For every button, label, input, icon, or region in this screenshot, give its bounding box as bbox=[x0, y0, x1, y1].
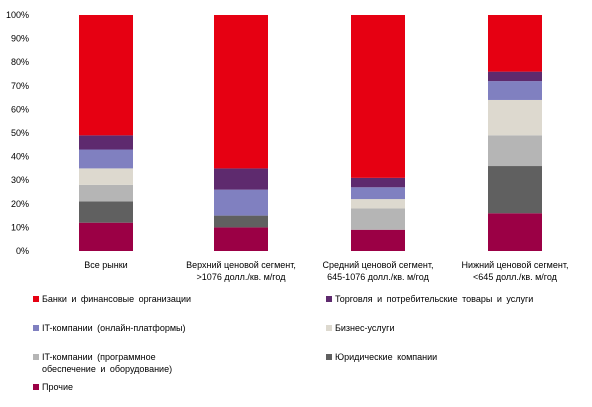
bar-segment bbox=[488, 15, 542, 72]
legend-label: IT-компании (онлайн-платформы) bbox=[42, 323, 186, 333]
legend-label: Бизнес-услуги bbox=[335, 323, 395, 333]
legend-item: Торговля и потребительские товары и услу… bbox=[326, 293, 533, 305]
x-category-label: Все рынки bbox=[84, 260, 127, 270]
bar-segment bbox=[351, 199, 405, 209]
legend-swatch bbox=[33, 384, 39, 390]
bar-segment bbox=[79, 184, 133, 202]
bar-segment bbox=[79, 222, 133, 251]
legend-item: IT-компании (программное обеспечение и о… bbox=[33, 351, 172, 375]
x-category-label: Нижний ценовой сегмент, <645 долл./кв. м/… bbox=[462, 260, 569, 282]
legend-swatch bbox=[33, 354, 39, 360]
legend-swatch bbox=[33, 325, 39, 331]
y-tick-label: 40% bbox=[11, 152, 29, 162]
bar-segment bbox=[79, 15, 133, 136]
bar-segment bbox=[351, 187, 405, 200]
legend-label: Юридические компании bbox=[335, 352, 438, 362]
legend-label: Прочие bbox=[42, 382, 74, 392]
legend-item: Прочие bbox=[33, 381, 73, 393]
y-tick-label: 20% bbox=[11, 199, 29, 209]
bar-segment bbox=[214, 189, 268, 216]
legend-swatch bbox=[326, 325, 332, 331]
bar-segment bbox=[351, 15, 405, 178]
y-tick-label: 70% bbox=[11, 81, 29, 91]
bar-segment bbox=[79, 135, 133, 150]
y-tick-label: 60% bbox=[11, 104, 29, 114]
y-tick-label: 90% bbox=[11, 34, 29, 44]
bar-segment bbox=[488, 99, 542, 136]
bar-segment bbox=[79, 168, 133, 185]
legend-swatch bbox=[326, 296, 332, 302]
legend-label: Торговля и потребительские товары и услу… bbox=[335, 294, 534, 304]
legend-item: Банки и финансовые организации bbox=[33, 293, 191, 305]
y-tick-label: 80% bbox=[11, 57, 29, 67]
bar-segment bbox=[79, 149, 133, 169]
legend-swatch bbox=[326, 354, 332, 360]
bar-segment bbox=[488, 166, 542, 214]
bar-segment bbox=[488, 135, 542, 167]
bar-segment bbox=[214, 227, 268, 251]
bar-segment bbox=[488, 71, 542, 82]
y-tick-label: 0% bbox=[16, 246, 29, 256]
bar-segment bbox=[488, 213, 542, 251]
x-category-label: Средний ценовой сегмент, 645-1076 долл./к… bbox=[323, 260, 434, 282]
bar-segment bbox=[214, 168, 268, 190]
bar-segment bbox=[488, 81, 542, 100]
legend-label: IT-компании (программное обеспечение и о… bbox=[42, 352, 173, 374]
bar-segment bbox=[214, 15, 268, 169]
y-tick-label: 30% bbox=[11, 175, 29, 185]
y-tick-label: 100% bbox=[6, 10, 29, 20]
bar-segment bbox=[214, 215, 268, 228]
legend-swatch bbox=[33, 296, 39, 302]
legend-item: IT-компании (онлайн-платформы) bbox=[33, 322, 185, 334]
legend-item: Юридические компании bbox=[326, 351, 437, 363]
legend-label: Банки и финансовые организации bbox=[42, 294, 192, 304]
bar-segment bbox=[351, 208, 405, 230]
bar-segment bbox=[351, 229, 405, 251]
bar-segment bbox=[351, 177, 405, 188]
bar-segment bbox=[79, 201, 133, 223]
y-tick-label: 50% bbox=[11, 128, 29, 138]
legend-item: Бизнес-услуги bbox=[326, 322, 395, 334]
y-tick-label: 10% bbox=[11, 222, 29, 232]
x-category-label: Верхний ценовой сегмент, >1076 долл./кв. … bbox=[186, 260, 296, 282]
